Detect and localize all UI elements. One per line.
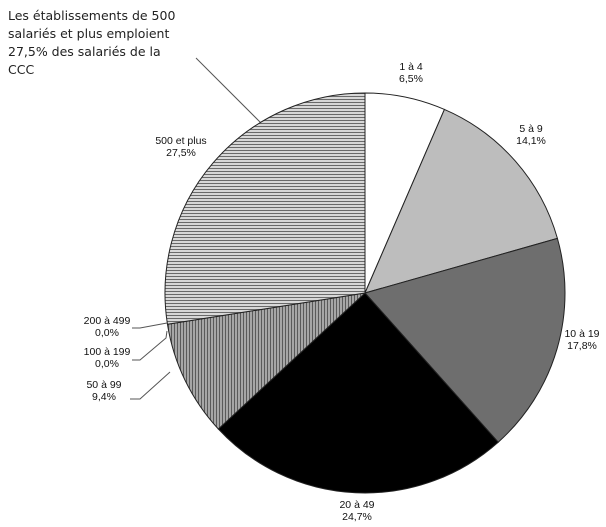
slice-category-label: 500 et plus [155, 135, 206, 147]
slice-value-label: 27,5% [166, 147, 196, 159]
slice-value-label: 14,1% [516, 135, 546, 147]
annotation-line: Les établissements de 500 [8, 8, 175, 23]
annotation: Les établissements de 500 salariés et pl… [8, 8, 273, 135]
slice-category-label: 5 à 9 [519, 123, 543, 135]
slice-value-label: 9,4% [92, 391, 116, 403]
leader-line-100-199 [132, 330, 168, 361]
slice-50-99 [166, 292, 367, 430]
slice-value-label: 17,8% [567, 340, 597, 352]
leader-lines [130, 322, 171, 400]
slice-500-et-plus [164, 92, 366, 325]
slice-category-label: 100 à 199 [84, 346, 131, 358]
leader-line-200-499 [132, 322, 168, 329]
slices [164, 92, 566, 494]
slice-value-label: 0,0% [95, 327, 119, 339]
slice-value-label: 6,5% [399, 73, 423, 85]
slice-category-label: 1 à 4 [399, 61, 423, 73]
slice-value-label: 24,7% [342, 511, 372, 523]
annotation-line: 27,5% des salariés de la [8, 44, 161, 59]
slice-value-label: 0,0% [95, 358, 119, 370]
slice-category-label: 50 à 99 [86, 379, 121, 391]
annotation-pointer [195, 57, 273, 135]
annotation-line: CCC [8, 62, 34, 77]
leader-line-50-99 [130, 371, 171, 400]
slice-20-49 [217, 292, 499, 494]
annotation-line: salariés et plus emploient [8, 26, 169, 41]
slice-5-9 [364, 108, 559, 294]
slice-category-label: 10 à 19 [564, 328, 599, 340]
slice-category-label: 200 à 499 [84, 315, 131, 327]
slice-category-label: 20 à 49 [339, 499, 374, 511]
slice-10-19 [364, 237, 566, 443]
